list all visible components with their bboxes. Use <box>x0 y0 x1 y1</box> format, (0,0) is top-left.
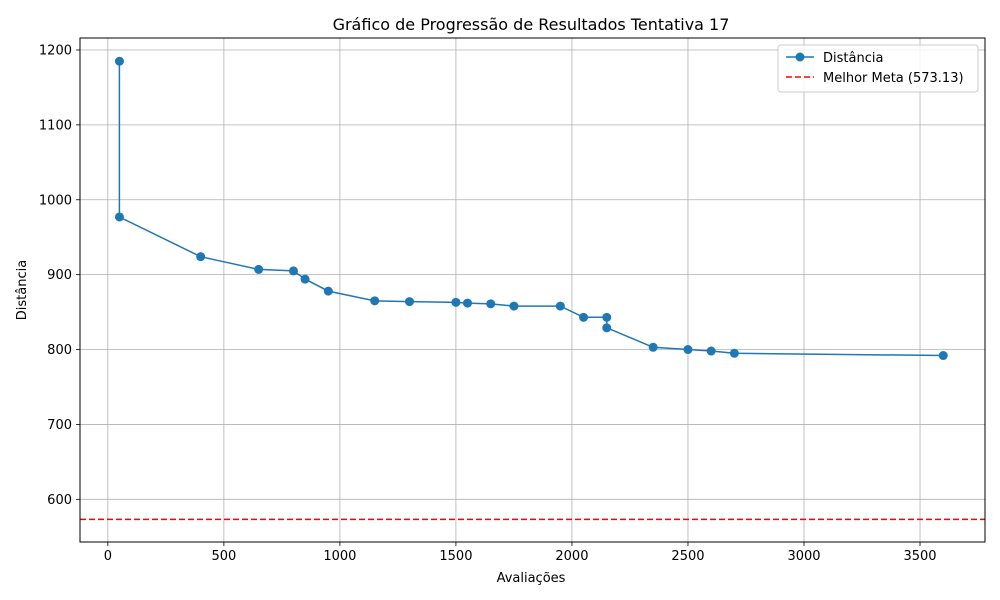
x-axis-title: Avaliações <box>497 571 566 586</box>
data-point <box>405 297 415 307</box>
data-point <box>602 323 612 333</box>
grid <box>80 38 985 542</box>
y-tick-label: 900 <box>47 268 72 283</box>
y-tick-label: 1100 <box>39 118 72 133</box>
chart-title: Gráfico de Progressão de Resultados Tent… <box>333 15 730 34</box>
y-tick-label: 800 <box>47 343 72 358</box>
x-tick-label: 0 <box>104 549 112 564</box>
y-tick-label: 1200 <box>39 43 72 58</box>
data-point <box>463 298 473 308</box>
x-tick-label: 3000 <box>787 549 820 564</box>
data-point <box>323 286 333 296</box>
data-point <box>288 266 298 276</box>
x-tick-label: 2500 <box>671 549 704 564</box>
data-point <box>370 296 380 306</box>
data-point <box>683 345 693 355</box>
legend: Distância Melhor Meta (573.13) <box>777 44 979 93</box>
plot-frame <box>79 37 986 543</box>
data-point <box>706 346 716 356</box>
data-point <box>602 312 612 322</box>
y-tick-label: 600 <box>47 493 72 508</box>
series-line-distancia <box>118 61 944 357</box>
series-group <box>114 56 948 361</box>
legend-box <box>777 44 979 93</box>
legend-marker-distancia <box>795 52 805 62</box>
data-point <box>114 56 124 66</box>
y-axis: 600 700 800 900 1000 1100 1200 <box>39 43 80 508</box>
data-point <box>451 297 461 307</box>
x-tick-label: 1000 <box>323 549 356 564</box>
legend-label-melhor-meta: Melhor Meta (573.13) <box>823 71 964 86</box>
data-point <box>196 252 206 262</box>
x-tick-label: 2000 <box>555 549 588 564</box>
data-point <box>729 348 739 358</box>
data-point <box>579 312 589 322</box>
data-point <box>254 264 264 274</box>
data-point <box>555 301 565 311</box>
x-tick-label: 500 <box>211 549 236 564</box>
y-axis-title: Distância <box>15 260 30 320</box>
data-point <box>938 351 948 361</box>
x-tick-label: 3500 <box>903 549 936 564</box>
data-point <box>114 212 124 222</box>
y-tick-label: 1000 <box>39 193 72 208</box>
data-point <box>486 299 496 309</box>
x-axis: 0 500 1000 1500 2000 2500 3000 3500 <box>104 542 937 564</box>
legend-label-distancia: Distância <box>823 51 883 66</box>
data-point <box>648 342 658 352</box>
y-tick-label: 700 <box>47 418 72 433</box>
data-point <box>300 274 310 284</box>
x-tick-label: 1500 <box>439 549 472 564</box>
data-point <box>509 301 519 311</box>
